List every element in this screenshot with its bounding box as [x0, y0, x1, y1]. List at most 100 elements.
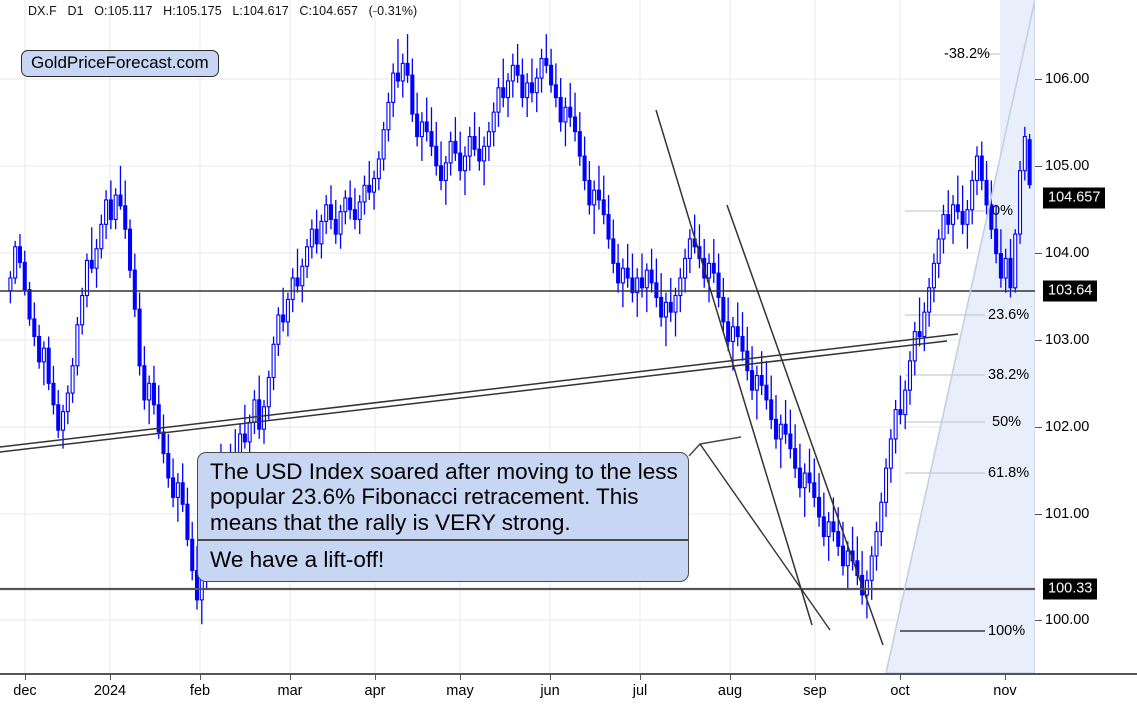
candle-body	[955, 204, 960, 213]
candle-body	[726, 321, 731, 342]
candle-body	[630, 277, 635, 294]
candle-body	[606, 214, 611, 240]
candle-body	[568, 106, 573, 118]
candle-body	[8, 277, 13, 292]
candle-body	[70, 365, 75, 394]
candle-body	[477, 148, 482, 162]
candle-body	[324, 204, 329, 222]
price-label: 105.00	[1045, 158, 1090, 174]
candle-body	[745, 350, 750, 372]
quote-low: L:104.617	[232, 4, 289, 18]
candle-body	[620, 267, 625, 284]
candlestick-series	[8, 34, 1032, 625]
fibonacci-level-label: 38.2%	[988, 367, 1030, 383]
candle-body	[395, 72, 401, 82]
candle-body	[415, 113, 420, 138]
quote-change: (-0.31%)	[368, 4, 418, 18]
annotation-footer: We have a lift-off!	[210, 546, 385, 572]
candle-body	[348, 197, 353, 211]
candle-body	[381, 129, 386, 160]
candle-body	[41, 347, 46, 363]
candle-body	[343, 197, 348, 213]
candle-body	[151, 382, 156, 406]
candle-body	[75, 324, 80, 367]
time-label: jul	[632, 683, 648, 699]
candle-body	[27, 289, 32, 320]
candle-body	[936, 238, 941, 264]
candle-body	[912, 331, 917, 362]
candle-body	[539, 57, 544, 79]
trendline-ascending-support-upper	[0, 340, 948, 453]
candle-body	[506, 80, 511, 99]
candle-body	[888, 438, 893, 469]
candle-body	[946, 214, 951, 225]
candle-body	[678, 277, 683, 297]
candle-body	[611, 238, 616, 264]
candle-body	[549, 64, 554, 86]
candle-body	[831, 521, 836, 533]
candle-body	[357, 201, 362, 221]
candle-body	[1022, 136, 1027, 172]
candle-body	[525, 82, 530, 99]
candle-body	[13, 246, 18, 279]
time-tick	[460, 673, 462, 680]
candle-body	[1018, 170, 1023, 235]
candle-body	[826, 521, 831, 537]
candle-body	[448, 140, 453, 164]
candle-body	[319, 220, 324, 245]
candle-body	[754, 374, 759, 391]
price-label-highlighted: 103.64	[1043, 280, 1098, 302]
candle-body	[817, 496, 822, 518]
candle-body	[544, 57, 549, 66]
candle-body	[434, 145, 439, 167]
candle-body	[290, 277, 295, 300]
candle-body	[711, 262, 716, 274]
candle-body	[132, 269, 137, 310]
candle-body	[659, 296, 664, 318]
candle-body	[558, 96, 563, 123]
candle-body	[391, 72, 396, 103]
candle-body	[60, 411, 66, 431]
candle-body	[783, 423, 788, 435]
time-tick	[25, 673, 27, 680]
price-tick	[1035, 253, 1042, 254]
time-tick	[815, 673, 817, 680]
time-label: may	[446, 683, 474, 699]
fibonacci-level-label: 50%	[992, 414, 1022, 430]
candle-body	[156, 404, 161, 433]
candle-body	[616, 262, 621, 284]
candle-body	[625, 267, 630, 279]
candle-body	[376, 158, 381, 180]
annotation-callout: The USD Index soared after moving to the…	[197, 452, 689, 583]
candle-body	[1003, 257, 1008, 279]
time-label: feb	[189, 683, 211, 699]
fibonacci-level-label: -38.2%	[944, 46, 990, 62]
price-label-highlighted: 100.33	[1043, 578, 1098, 600]
candle-body	[515, 64, 520, 76]
time-tick	[640, 673, 642, 680]
candle-body	[56, 404, 61, 431]
candle-body	[773, 418, 779, 440]
candle-body	[453, 140, 458, 154]
candle-body	[802, 472, 807, 489]
candle-body	[687, 238, 692, 260]
price-label: 100.00	[1045, 612, 1090, 628]
candle-body	[644, 269, 649, 289]
candle-body	[529, 82, 534, 94]
candle-body	[563, 106, 568, 123]
candle-body	[372, 177, 377, 193]
price-tick	[1035, 79, 1042, 80]
candle-body	[520, 74, 525, 99]
candle-body	[635, 277, 640, 294]
candle-body	[998, 253, 1003, 279]
candle-body	[190, 538, 195, 572]
candle-body	[663, 301, 668, 318]
candle-body	[788, 433, 793, 450]
quote-high: H:105.175	[163, 4, 222, 18]
candle-body	[721, 296, 726, 323]
candle-body	[17, 246, 22, 263]
candle-body	[553, 84, 558, 99]
quote-close: C:104.657	[299, 4, 359, 18]
candle-body	[94, 248, 99, 269]
candle-body	[898, 409, 903, 416]
